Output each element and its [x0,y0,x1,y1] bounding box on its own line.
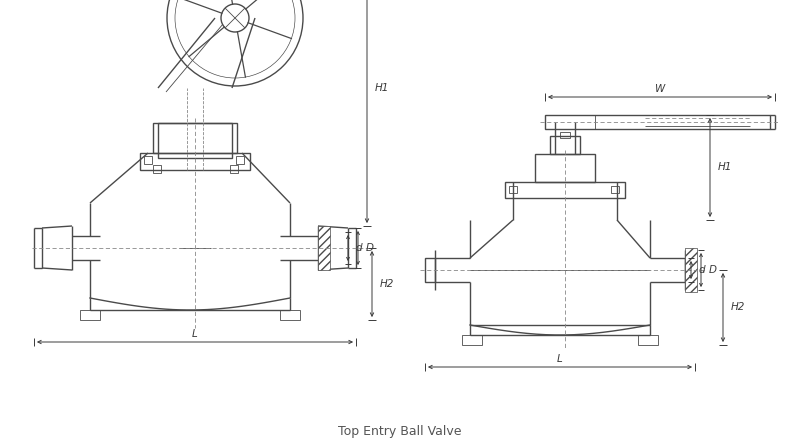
Bar [550,136,580,154]
Bar [230,165,238,173]
Bar [611,186,619,193]
Text: D: D [366,243,374,253]
Text: H1: H1 [718,163,732,172]
Bar [545,115,770,129]
Bar [560,132,570,138]
Bar [140,153,250,170]
Text: L: L [557,354,563,364]
Bar [505,182,625,198]
Bar [318,226,330,270]
Bar [144,156,152,164]
Bar [685,248,697,292]
Text: H1: H1 [375,83,390,93]
Text: Top Entry Ball Valve: Top Entry Ball Valve [338,426,462,439]
Text: d: d [699,265,706,275]
Bar [280,310,300,320]
Bar [462,335,482,345]
Text: W: W [655,84,665,94]
Text: H2: H2 [731,302,746,313]
Bar [153,165,161,173]
Bar [425,258,435,282]
Bar [685,258,695,282]
Bar [153,123,237,153]
Bar [638,335,658,345]
Bar [80,310,100,320]
Bar [236,156,244,164]
Bar [158,123,232,158]
Text: L: L [192,329,198,339]
Bar [535,154,595,182]
Text: d: d [356,243,362,253]
Text: D: D [709,265,717,275]
Bar [509,186,517,193]
Text: H2: H2 [380,279,394,289]
